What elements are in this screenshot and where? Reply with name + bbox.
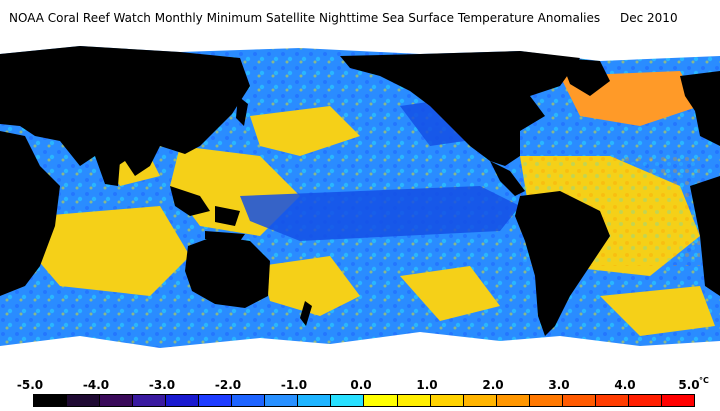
land-australia [185, 236, 270, 308]
color-swatch [595, 395, 629, 406]
color-scale-legend: -5.0 -4.0 -3.0 -2.0 -1.0 0.0 1.0 2.0 3.0… [0, 374, 720, 411]
sst-anomaly-map [0, 36, 720, 372]
land-south-america [515, 191, 610, 336]
color-swatch [265, 395, 299, 406]
color-swatch [430, 395, 464, 406]
title-date: Dec 2010 [620, 11, 678, 25]
antarctic-ice [0, 332, 720, 372]
color-swatch [529, 395, 563, 406]
world-map-svg [0, 36, 720, 372]
scale-tick-label: -4.0 [82, 378, 110, 392]
color-swatch [496, 395, 530, 406]
land-eurasia [0, 46, 250, 176]
scale-tick-label: -1.0 [280, 378, 308, 392]
scale-tick-label: -3.0 [148, 378, 176, 392]
color-swatch [628, 395, 662, 406]
scale-tick-label: 3.0 [548, 378, 570, 392]
land-north-america [340, 51, 580, 166]
color-swatch [463, 395, 497, 406]
color-bar [33, 394, 695, 407]
color-swatch [100, 395, 134, 406]
scale-tick-label: 5.0 [678, 378, 700, 392]
map-title: NOAA Coral Reef Watch Monthly Minimum Sa… [0, 11, 720, 27]
color-swatch [364, 395, 398, 406]
color-swatch [166, 395, 200, 406]
scale-tick-label: -5.0 [16, 378, 44, 392]
title-text: NOAA Coral Reef Watch Monthly Minimum Sa… [9, 11, 601, 25]
color-swatch [133, 395, 167, 406]
land-masses [0, 46, 720, 336]
scale-tick-label: 2.0 [482, 378, 504, 392]
scale-tick-label: 0.0 [350, 378, 372, 392]
color-swatch [199, 395, 233, 406]
scale-tick-label: 4.0 [614, 378, 636, 392]
color-swatch [661, 395, 694, 406]
color-swatch [331, 395, 365, 406]
color-swatch [34, 395, 68, 406]
color-swatch [397, 395, 431, 406]
color-swatch [562, 395, 596, 406]
scale-tick-label: 1.0 [416, 378, 438, 392]
scale-unit-label: °C [699, 376, 709, 385]
color-swatch [67, 395, 101, 406]
scale-tick-label: -2.0 [214, 378, 242, 392]
color-swatch [298, 395, 332, 406]
arctic-ice [0, 36, 720, 61]
color-swatch [232, 395, 266, 406]
land-africa [0, 131, 60, 296]
